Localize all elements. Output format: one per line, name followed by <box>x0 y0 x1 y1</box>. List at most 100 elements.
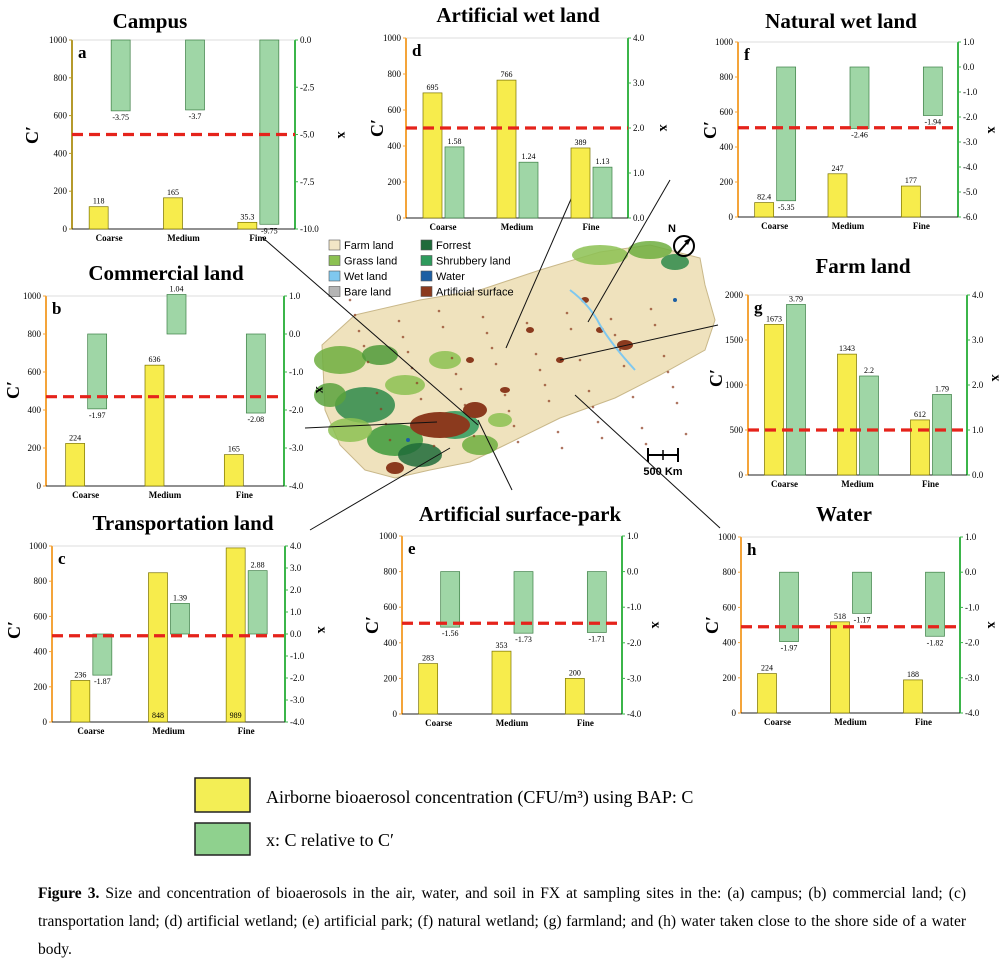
concentration-bar <box>900 185 921 218</box>
map-legend-swatch <box>328 255 341 266</box>
map-artificial-surface <box>410 412 470 438</box>
concentration-bar <box>564 678 585 715</box>
chart-title: Campus <box>113 9 188 33</box>
concentration-value-label: 118 <box>93 197 105 206</box>
left-tick-label: 200 <box>723 673 737 683</box>
concentration-value-label: 188 <box>907 670 919 679</box>
map-vegetation-patch <box>314 383 346 407</box>
map-settlement-dot <box>613 333 617 337</box>
caption-text: Size and concentration of bioaerosols in… <box>38 885 967 958</box>
map-vegetation-patch <box>661 254 689 270</box>
map-settlement-dot <box>401 335 405 339</box>
map-settlement-dot <box>543 383 547 387</box>
left-tick-label: 800 <box>384 567 398 577</box>
right-tick-label: 4.0 <box>290 541 302 551</box>
category-label: Medium <box>167 233 200 243</box>
left-tick-label: 0 <box>397 213 402 223</box>
concentration-value-label: 224 <box>69 433 81 442</box>
right-tick-label: -3.0 <box>963 137 978 147</box>
map-settlement-dot <box>587 389 591 393</box>
concentration-value-label: 389 <box>575 138 587 147</box>
concentration-bar <box>491 650 512 715</box>
map-settlement-dot <box>490 346 494 350</box>
category-label: Fine <box>577 718 594 728</box>
map-settlement-dot <box>463 403 467 407</box>
x-ratio-value-label: -1.17 <box>854 615 871 624</box>
left-tick-label: 1000 <box>49 35 68 45</box>
map-vegetation-patch <box>398 443 442 467</box>
panel-letter: b <box>52 299 61 318</box>
connector-line <box>304 421 438 429</box>
connector-line <box>261 236 479 426</box>
concentration-bar <box>144 364 165 487</box>
right-tick-label: 2.0 <box>290 585 302 595</box>
chart-title: Commercial land <box>88 261 244 285</box>
map-settlement-dot <box>644 442 648 446</box>
chart-panel-h: Water h 0 200 400 600 800 1000 1.0 0.0 -1.0 -2.0 -3.… <box>702 502 999 727</box>
right-tick-label: -6.0 <box>963 212 978 222</box>
left-tick-label: 0 <box>739 470 744 480</box>
left-tick-label: 1000 <box>715 37 734 47</box>
map-settlement-dot <box>503 393 507 397</box>
category-label: Fine <box>249 233 266 243</box>
map-settlement-dot <box>428 428 432 432</box>
map-settlement-dot <box>640 426 644 430</box>
x-ratio-bar <box>87 333 108 410</box>
left-tick-label: 200 <box>388 177 402 187</box>
right-tick-label: -5.0 <box>300 130 315 140</box>
left-tick-label: 800 <box>54 73 68 83</box>
map-settlement-dot <box>459 387 463 391</box>
left-tick-label: 1000 <box>725 380 744 390</box>
right-tick-label: -5.0 <box>963 187 978 197</box>
left-tick-label: 0 <box>43 717 48 727</box>
map-artificial-surface <box>526 327 534 333</box>
x-ratio-bar <box>513 571 534 634</box>
x-ratio-value-label: 1.13 <box>596 157 610 166</box>
x-ratio-value-label: 2.88 <box>251 561 265 570</box>
x-ratio-bar <box>444 146 465 219</box>
panel-letter: c <box>58 549 66 568</box>
map-settlement-dot <box>653 323 657 327</box>
right-tick-label: -1.0 <box>290 651 305 661</box>
map-legend-swatch <box>328 239 341 251</box>
connector-line <box>477 419 513 491</box>
x-ratio-value-label: -3.75 <box>112 113 129 122</box>
right-tick-label: 1.0 <box>963 37 975 47</box>
left-tick-label: 200 <box>54 186 68 196</box>
x-ratio-value-label: 1.58 <box>448 137 462 146</box>
left-tick-label: 0 <box>729 212 734 222</box>
x-ratio-value-label: -1.71 <box>588 634 605 643</box>
right-tick-label: -4.0 <box>290 717 305 727</box>
category-label: Medium <box>834 717 867 727</box>
map-settlement-dot <box>415 381 419 385</box>
map-legend-label: Artificial surface <box>436 287 514 299</box>
map-settlement-dot <box>662 354 666 358</box>
concentration-value-label: 200 <box>569 668 581 677</box>
map-vegetation-patch <box>385 375 425 395</box>
connector-line <box>309 447 451 531</box>
category-label: Coarse <box>77 726 104 736</box>
caption-lead: Figure 3. <box>38 885 100 902</box>
map-vegetation-patch <box>429 351 461 369</box>
right-tick-label: -2.5 <box>300 82 315 92</box>
left-tick-label: 400 <box>384 638 398 648</box>
concentration-bar <box>88 206 109 230</box>
concentration-bar <box>757 673 777 714</box>
x-ratio-value-label: 1.04 <box>170 284 184 293</box>
concentration-bar <box>910 419 930 476</box>
x-ratio-bar <box>859 375 879 476</box>
right-tick-label: -3.0 <box>290 695 305 705</box>
concentration-value-label: 989 <box>230 711 242 720</box>
left-tick-label: 800 <box>720 72 734 82</box>
left-tick-label: 800 <box>28 329 42 339</box>
concentration-value-label: 283 <box>422 654 434 663</box>
left-tick-label: 1000 <box>379 531 398 541</box>
x-ratio-bar <box>586 571 607 633</box>
left-tick-label: 400 <box>28 405 42 415</box>
concentration-bar <box>496 79 517 219</box>
right-tick-label: -2.0 <box>627 638 642 648</box>
map-water-body <box>673 298 677 302</box>
category-label: Medium <box>832 221 865 231</box>
map-artificial-surface <box>386 462 404 474</box>
map-settlement-dot <box>388 438 392 442</box>
